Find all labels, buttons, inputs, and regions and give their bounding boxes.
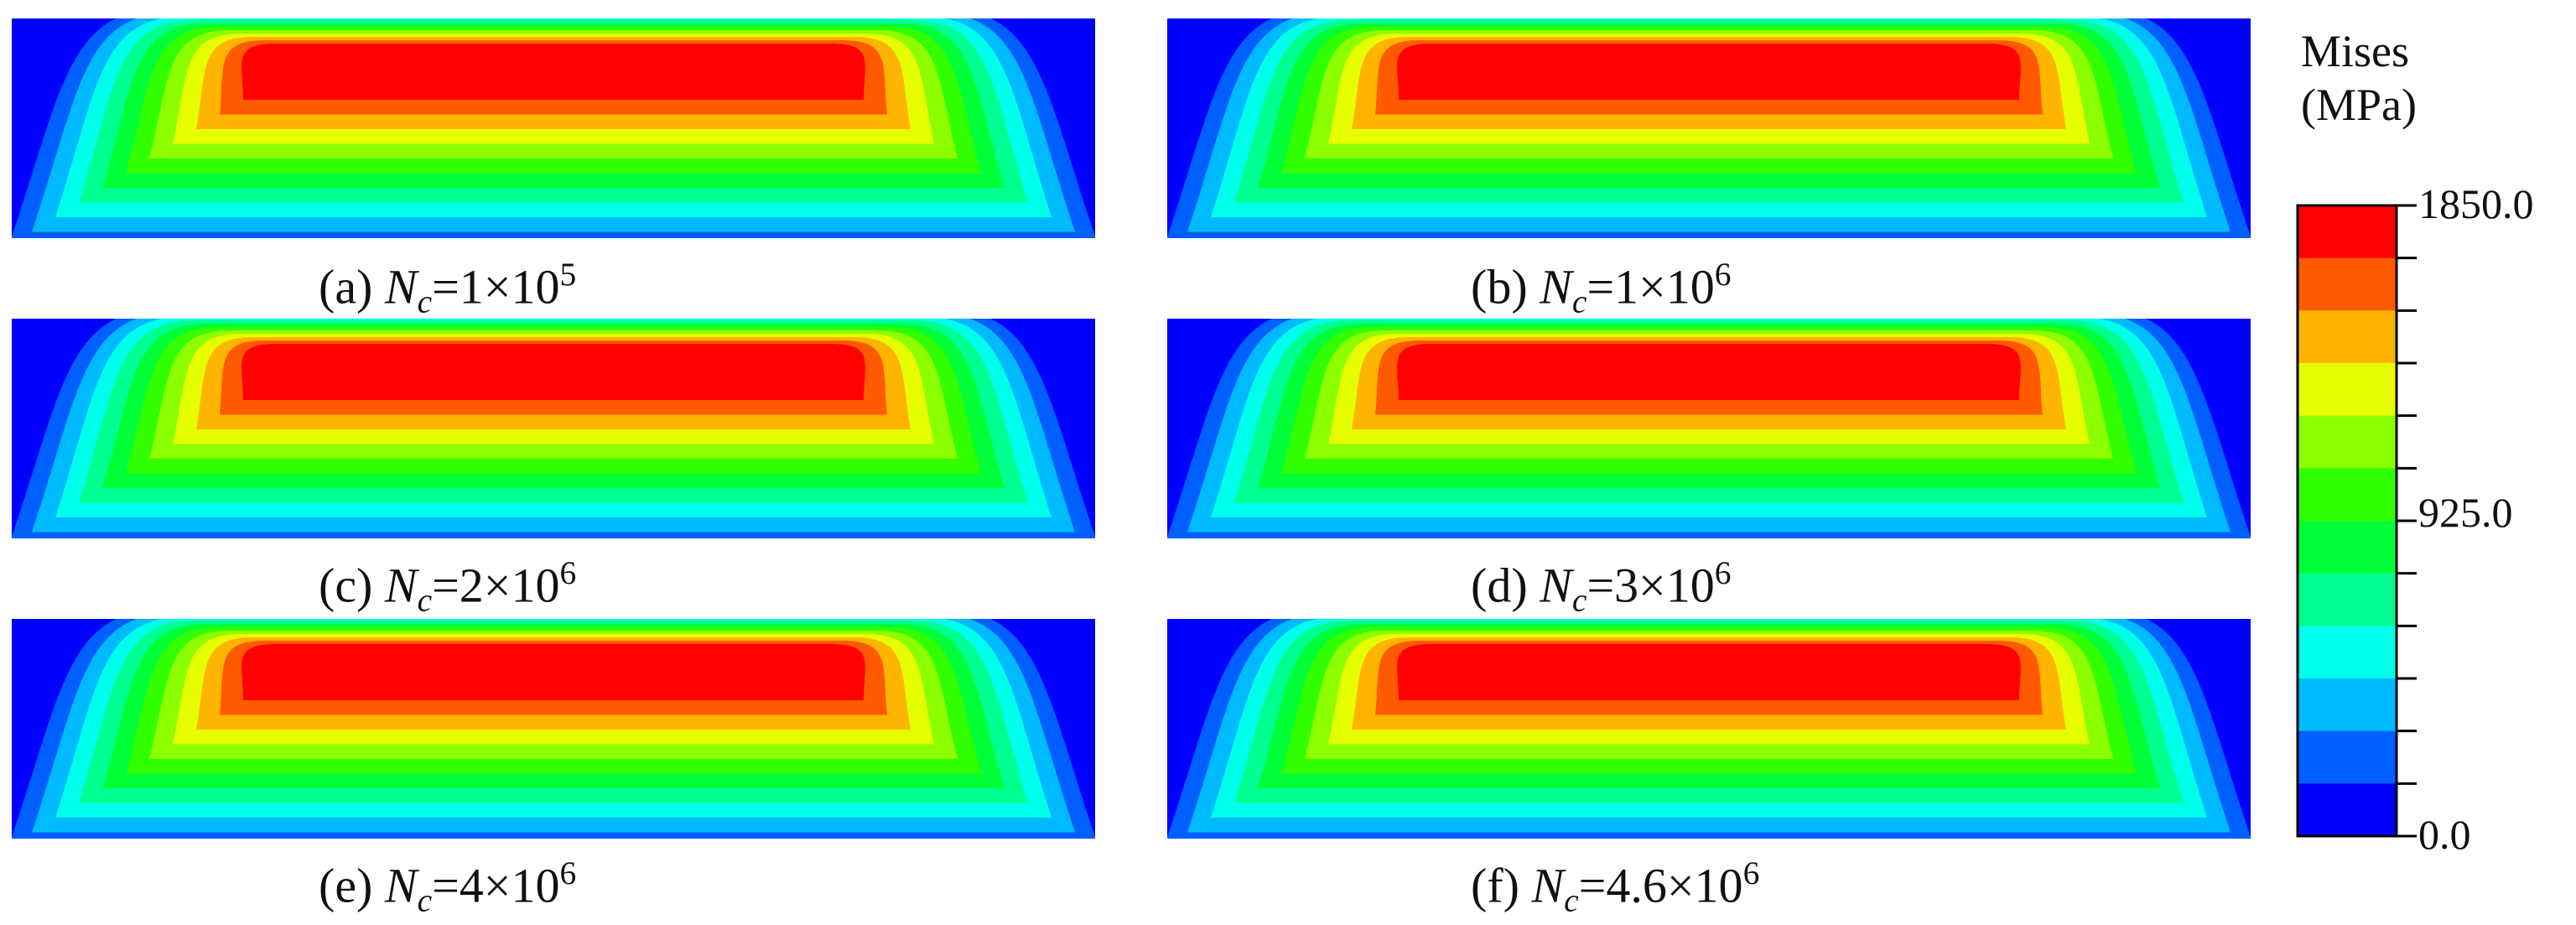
caption-eq: =3×10 (1587, 558, 1715, 613)
caption-letter: (f) (1471, 858, 1519, 913)
caption-var: N (372, 558, 418, 613)
caption-sub: c (417, 283, 433, 320)
caption-c: (c) Nc=2×106 (319, 554, 577, 619)
contour-panel-d (1167, 319, 2251, 538)
caption-eq: =1×10 (1587, 259, 1715, 314)
caption-letter: (a) (319, 259, 373, 314)
contour-band (242, 44, 865, 100)
caption-exp: 6 (559, 554, 577, 591)
legend-swatch (2298, 678, 2397, 732)
contour-band (242, 344, 865, 400)
caption-eq: =1×10 (432, 259, 560, 314)
caption-exp: 6 (1742, 855, 1760, 891)
legend-swatch (2298, 363, 2397, 417)
legend-colorbar (2296, 204, 2417, 838)
caption-sub: c (417, 881, 433, 919)
caption-e: (e) Nc=4×106 (319, 855, 577, 919)
caption-d: (d) Nc=3×106 (1471, 554, 1732, 619)
caption-exp: 6 (559, 855, 577, 891)
legend-max-label: 1850.0 (2418, 180, 2534, 227)
caption-exp: 5 (559, 256, 577, 293)
legend-swatch (2298, 468, 2397, 522)
caption-var: N (372, 259, 418, 314)
legend-swatch (2298, 310, 2397, 364)
contour-panel-f (1167, 619, 2251, 839)
legend-min-label: 0.0 (2418, 811, 2471, 858)
caption-exp: 6 (1714, 554, 1732, 591)
caption-exp: 6 (1714, 256, 1732, 293)
caption-sub: c (1571, 581, 1587, 619)
contour-band (1397, 644, 2021, 700)
caption-b: (b) Nc=1×106 (1471, 256, 1732, 320)
legend-swatch (2298, 730, 2397, 784)
contour-panel-e (12, 619, 1095, 839)
contour-panel-a (12, 18, 1095, 238)
caption-eq: =2×10 (432, 558, 560, 613)
caption-a: (a) Nc=1×105 (319, 256, 577, 320)
caption-sub: c (1571, 283, 1587, 320)
caption-letter: (c) (319, 558, 373, 613)
legend-swatch (2298, 573, 2397, 626)
legend-mid-label: 925.0 (2418, 489, 2513, 536)
legend-swatch (2298, 415, 2397, 469)
contour-panel-c (12, 319, 1095, 538)
legend-title: Mises (MPa) (2301, 25, 2417, 132)
legend-title-line2: (MPa) (2301, 79, 2417, 130)
contour-band (1397, 44, 2021, 100)
legend-swatch (2298, 205, 2397, 259)
caption-letter: (d) (1471, 558, 1528, 613)
caption-var: N (1527, 558, 1572, 613)
contour-panel-b (1167, 18, 2251, 238)
caption-sub: c (1564, 881, 1579, 919)
legend-title-line1: Mises (2301, 26, 2410, 76)
legend-swatch (2298, 626, 2397, 679)
caption-letter: (e) (319, 858, 373, 913)
caption-var: N (1527, 259, 1572, 314)
caption-letter: (b) (1471, 259, 1528, 314)
contour-band (242, 644, 865, 700)
caption-f: (f) Nc=4.6×106 (1471, 855, 1760, 919)
caption-sub: c (417, 581, 433, 619)
caption-eq: =4×10 (432, 858, 560, 913)
caption-var: N (372, 858, 418, 913)
contour-band (1397, 344, 2021, 400)
legend-swatch (2298, 521, 2397, 574)
legend-swatch (2298, 257, 2397, 311)
caption-var: N (1519, 858, 1565, 913)
caption-eq: =4.6×10 (1578, 858, 1743, 913)
legend-swatch (2298, 783, 2397, 837)
